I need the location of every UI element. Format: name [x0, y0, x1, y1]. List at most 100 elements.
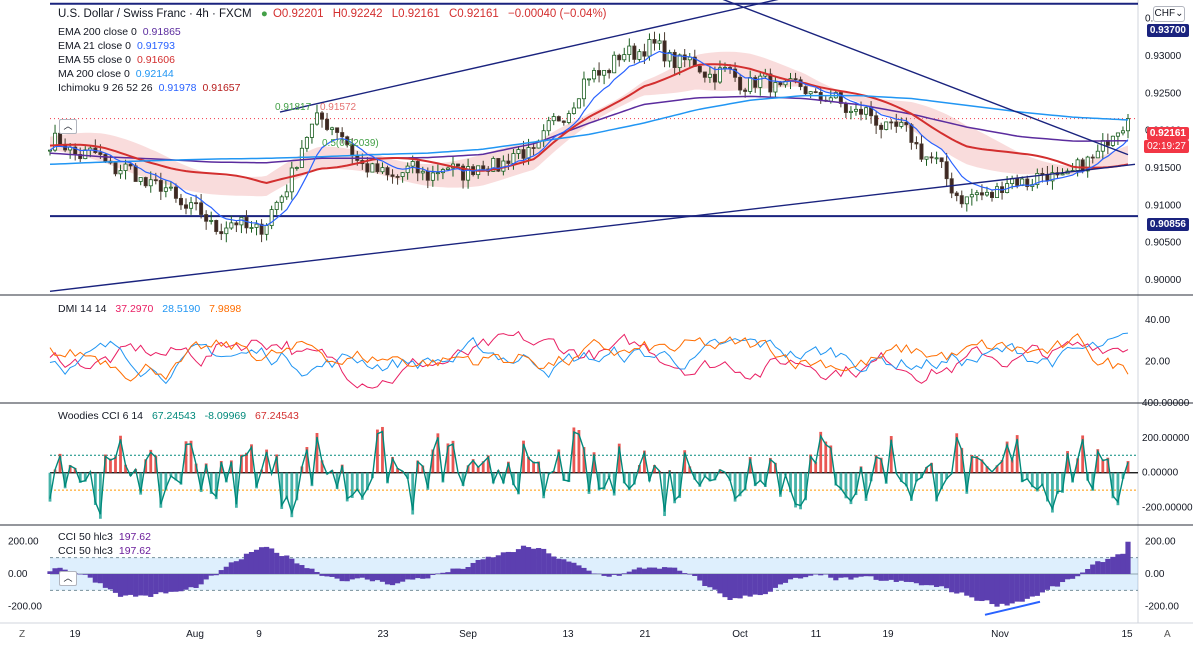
- candle-body: [753, 77, 758, 88]
- cci-bar: [1085, 568, 1091, 574]
- wcci-bar: [597, 472, 601, 491]
- cci-bar: [616, 574, 622, 576]
- candle-body: [274, 201, 279, 210]
- wcci-bar: [481, 461, 485, 473]
- wcci-bar: [335, 472, 339, 489]
- time-tick-label: 13: [562, 629, 574, 640]
- cci-bar: [379, 574, 386, 582]
- wcci-bar: [678, 472, 682, 498]
- wcci-bar: [844, 472, 848, 499]
- candle-body: [123, 163, 128, 171]
- wcci-bar: [577, 430, 581, 473]
- wcci-bar: [527, 456, 530, 473]
- candle-body: [184, 204, 189, 209]
- candle-body: [390, 174, 395, 177]
- cci-bar: [903, 574, 909, 582]
- wcci-bar: [1040, 472, 1044, 486]
- cci-legend[interactable]: CCI 50 hlc3 197.62 CCI 50 hlc3 197.62: [58, 531, 151, 557]
- legend-ema21[interactable]: EMA 21 close 0 0.91793: [58, 40, 175, 52]
- cci-bar: [833, 574, 839, 581]
- cci-bar: [561, 559, 567, 574]
- candle-body: [168, 186, 173, 189]
- wcci-bar: [436, 433, 440, 473]
- auto-scale-toggle[interactable]: A: [1164, 629, 1171, 640]
- wcci-bar: [48, 472, 52, 502]
- candle-body: [899, 121, 904, 127]
- cci-bar: [646, 567, 653, 574]
- ma-line-ema-200: [49, 95, 1128, 164]
- cci-bar: [682, 573, 688, 574]
- candle-body: [954, 192, 959, 197]
- cci-bar: [707, 574, 713, 588]
- candle-body: [420, 170, 425, 174]
- cci-bar: [349, 574, 355, 580]
- candle-body: [138, 177, 143, 182]
- cci-bar: [92, 574, 98, 583]
- candle-body: [314, 112, 319, 125]
- cci-bar: [400, 574, 406, 582]
- legend-ema55[interactable]: EMA 55 close 0 0.91606: [58, 54, 175, 66]
- cci-bar: [223, 566, 229, 574]
- candle-body: [974, 192, 979, 196]
- cci-tick-label: -200.00: [1145, 602, 1179, 613]
- wcci-bar: [315, 432, 319, 473]
- candle-body: [153, 179, 158, 182]
- candle-body: [743, 89, 748, 92]
- wcci-bar: [542, 472, 546, 499]
- candle-body: [209, 220, 214, 222]
- collapse-legend-button[interactable]: ︿: [59, 119, 77, 134]
- wcci-bar: [93, 472, 97, 505]
- cci-bar: [933, 574, 940, 587]
- cci-bar: [913, 574, 920, 584]
- wcci-bar: [174, 472, 178, 481]
- legend-ema200[interactable]: EMA 200 close 0 0.91865: [58, 26, 181, 38]
- candle-body: [178, 197, 183, 206]
- currency-selector[interactable]: CHF⌄: [1153, 6, 1185, 22]
- cci-bar: [198, 574, 204, 585]
- candle-body: [1080, 159, 1085, 172]
- cci-bar: [878, 574, 884, 581]
- cci-bar: [319, 574, 325, 576]
- legend-ma200[interactable]: MA 200 close 0 0.92144: [58, 68, 174, 80]
- cci-bar: [1034, 574, 1040, 596]
- collapse-cci-legend-button[interactable]: ︿: [59, 571, 77, 586]
- candle-body: [284, 191, 289, 198]
- cci-divergence-line: [984, 600, 1041, 616]
- cci-bar: [969, 574, 975, 598]
- candle-body: [526, 147, 531, 159]
- cci-bar: [364, 574, 370, 580]
- cci-bar: [143, 574, 149, 596]
- wcci-bar: [1121, 472, 1125, 479]
- wcci-bar: [426, 472, 430, 490]
- cci-bar: [611, 574, 617, 575]
- candle-body: [637, 51, 642, 60]
- wcci-bar: [491, 472, 495, 484]
- candle-body: [279, 196, 284, 203]
- cci-bar: [309, 568, 315, 574]
- wcci-bar: [637, 465, 641, 473]
- candle-body: [848, 110, 853, 113]
- cci-bar: [193, 574, 199, 588]
- fib-label: 0.5(0.92039): [322, 138, 379, 149]
- candle-body: [53, 132, 58, 151]
- cci-bar: [626, 571, 632, 574]
- candle-body: [561, 120, 566, 123]
- log-scale-toggle[interactable]: Z: [19, 629, 26, 640]
- wcci-bar: [1076, 458, 1080, 473]
- cci-bar: [848, 574, 854, 580]
- cci-bar: [1059, 574, 1066, 583]
- cci-bar: [435, 573, 441, 574]
- cci-bar: [1044, 574, 1051, 590]
- candle-body: [259, 223, 264, 235]
- dmi-legend[interactable]: DMI 14 14 37.2970 28.5190 7.9898: [58, 303, 242, 315]
- wcci-bar: [703, 472, 707, 477]
- woodies-cci-legend[interactable]: Woodies CCI 6 14 67.24543 -8.09969 67.24…: [58, 410, 299, 422]
- cci-bar: [148, 574, 154, 597]
- cci-bar: [792, 574, 799, 578]
- legend-ichimoku[interactable]: Ichimoku 9 26 52 26 0.91978 0.91657: [58, 82, 241, 94]
- candle-body: [597, 70, 602, 76]
- candle-body: [657, 40, 662, 44]
- candle-body: [793, 78, 798, 81]
- cci-bar: [173, 574, 179, 592]
- wcci-bar: [446, 443, 450, 473]
